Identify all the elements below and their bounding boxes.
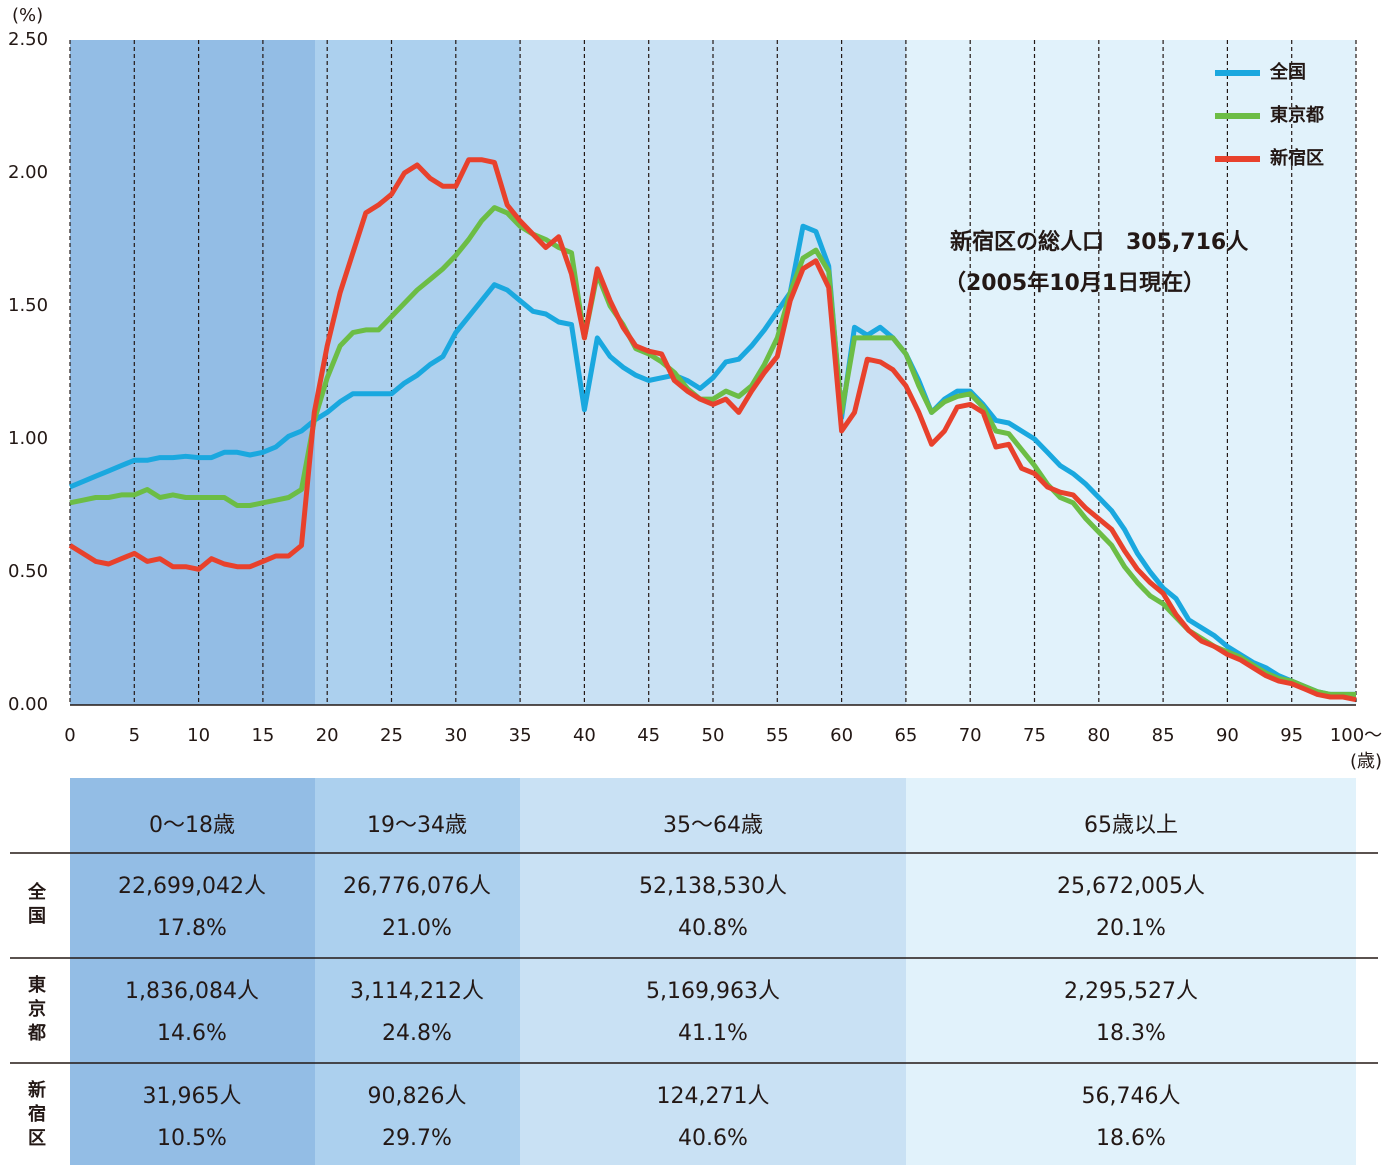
cell-share: 20.1% [1096, 916, 1166, 941]
x-tick-label: 5 [129, 725, 140, 746]
column-header: 0〜18歳 [149, 813, 235, 838]
column-header: 65歳以上 [1084, 813, 1178, 838]
x-tick-label: 65 [894, 725, 917, 746]
cell-count: 3,114,212人 [350, 979, 484, 1004]
x-tick-label: 0 [64, 725, 75, 746]
series-line [69, 205, 1356, 697]
y-tick-label: 2.50 [8, 29, 48, 50]
series-line [68, 157, 1357, 703]
x-tick-label: 40 [573, 725, 596, 746]
row-name: 新宿区 [28, 1079, 46, 1149]
series-line [69, 223, 1356, 697]
column-header: 19〜34歳 [367, 813, 467, 838]
x-tick-label: 75 [1023, 725, 1046, 746]
table-band [315, 778, 520, 1165]
row-name: 東京都 [27, 974, 46, 1044]
cell-share: 29.7% [382, 1126, 452, 1151]
plot-band [70, 40, 315, 705]
cell-share: 40.8% [678, 916, 748, 941]
y-tick-label: 0.00 [8, 694, 48, 715]
x-tick-label: 90 [1216, 725, 1239, 746]
x-tick-label: 25 [380, 725, 403, 746]
table-band [906, 778, 1356, 1165]
column-header: 35〜64歳 [663, 813, 763, 838]
x-tick-label: 10 [187, 725, 210, 746]
annotation: （2005年10月1日現在） [944, 270, 1205, 296]
cell-share: 10.5% [157, 1126, 227, 1151]
cell-count: 124,271人 [657, 1084, 770, 1109]
x-tick-label: 70 [959, 725, 982, 746]
x-tick-label: 100〜 [1330, 725, 1382, 746]
row-name: 全国 [27, 881, 47, 927]
x-tick-label: 50 [702, 725, 725, 746]
legend-label: 新宿区 [1270, 147, 1324, 169]
cell-count: 56,746人 [1082, 1084, 1181, 1109]
x-axis-label: (歳) [1350, 751, 1382, 772]
cell-share: 24.8% [382, 1021, 452, 1046]
cell-count: 26,776,076人 [343, 874, 491, 899]
cell-count: 5,169,963人 [646, 979, 780, 1004]
cell-share: 21.0% [382, 916, 452, 941]
y-tick-label: 1.00 [8, 428, 48, 449]
cell-share: 41.1% [678, 1021, 748, 1046]
cell-count: 22,699,042人 [118, 874, 266, 899]
x-tick-label: 15 [251, 725, 274, 746]
cell-count: 52,138,530人 [639, 874, 787, 899]
x-tick-label: 30 [444, 725, 467, 746]
x-tick-label: 80 [1087, 725, 1110, 746]
x-tick-label: 95 [1280, 725, 1303, 746]
table-band [520, 778, 906, 1165]
y-tick-label: 0.50 [8, 561, 48, 582]
x-tick-label: 85 [1152, 725, 1175, 746]
y-tick-label: 1.50 [8, 295, 48, 316]
x-tick-label: 20 [316, 725, 339, 746]
cell-share: 17.8% [157, 916, 227, 941]
x-tick-label: 45 [637, 725, 660, 746]
legend-label: 東京都 [1270, 104, 1324, 126]
cell-count: 31,965人 [143, 1084, 242, 1109]
x-tick-label: 35 [509, 725, 532, 746]
y-axis-label: (%) [12, 5, 43, 26]
legend-label: 全国 [1269, 61, 1306, 83]
table-band [70, 778, 315, 1165]
x-tick-label: 60 [830, 725, 853, 746]
cell-count: 25,672,005人 [1057, 874, 1205, 899]
cell-share: 18.6% [1096, 1126, 1166, 1151]
cell-count: 1,836,084人 [125, 979, 259, 1004]
cell-share: 18.3% [1096, 1021, 1166, 1046]
cell-share: 40.6% [678, 1126, 748, 1151]
y-tick-label: 2.00 [8, 162, 48, 183]
cell-share: 14.6% [157, 1021, 227, 1046]
plot-band [906, 40, 1356, 705]
x-tick-label: 55 [766, 725, 789, 746]
cell-count: 2,295,527人 [1064, 979, 1198, 1004]
cell-count: 90,826人 [368, 1084, 467, 1109]
